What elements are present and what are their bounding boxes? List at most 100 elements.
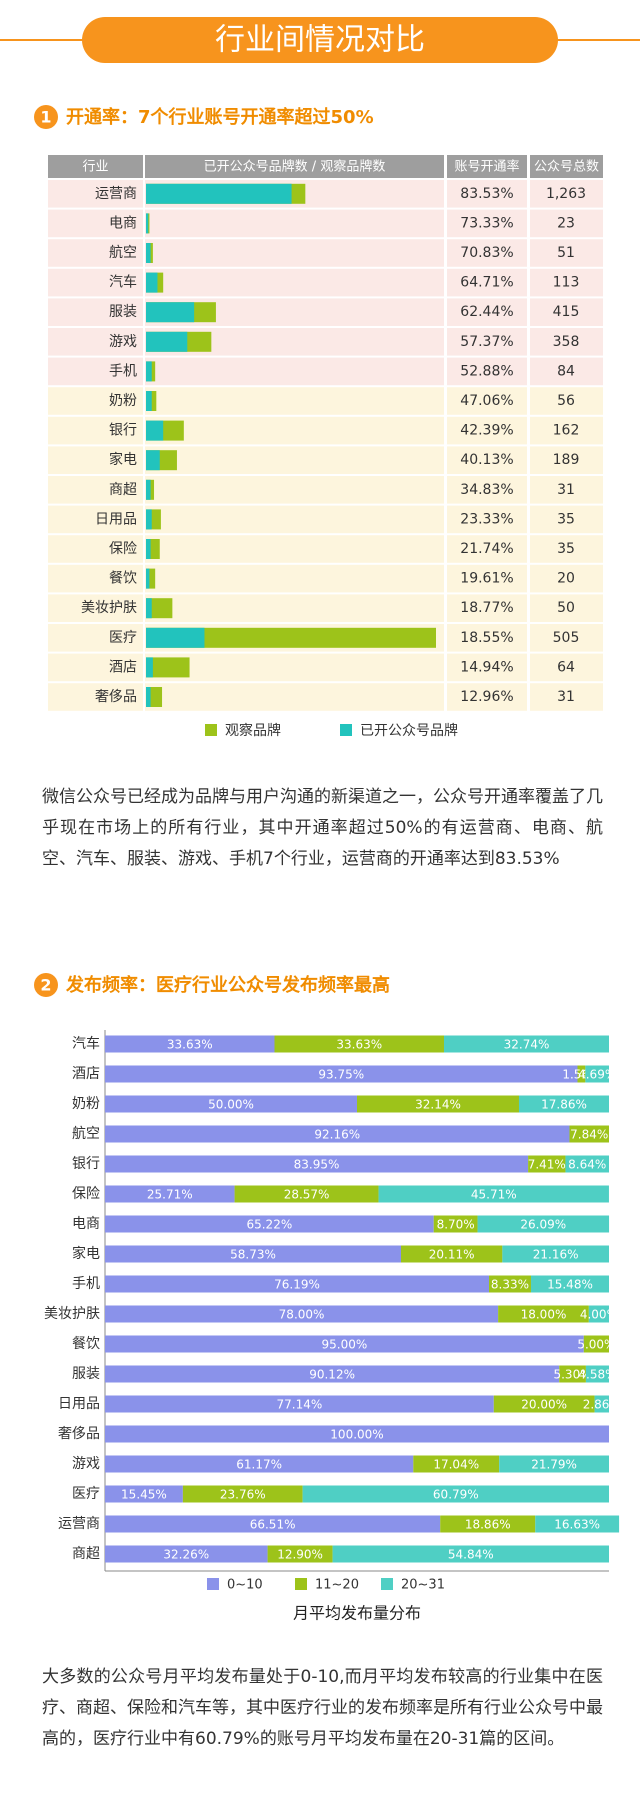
- row-cell: [48, 653, 143, 682]
- industry: 游戏: [109, 334, 137, 350]
- paragraph: 微信公众号已经成为品牌与用户沟通的新渠道之一，公众号开通率覆盖了几乎现在市场上的…: [42, 787, 603, 869]
- accounts: 505: [553, 630, 580, 646]
- bar-segment: [583, 1335, 609, 1353]
- data-label: 23.76%: [220, 1488, 266, 1502]
- opened-bar: [146, 331, 188, 352]
- row-cell: [145, 416, 444, 445]
- opened-bar: [146, 657, 153, 678]
- accounts: 35: [557, 511, 575, 527]
- data-label: 32.14%: [415, 1098, 461, 1112]
- legend-label: 11~20: [315, 1578, 359, 1593]
- rate: 18.77%: [460, 600, 513, 616]
- banner-title: 行业间情况对比: [215, 23, 425, 58]
- row-cell: [48, 476, 143, 504]
- data-label: 18.00%: [521, 1308, 567, 1322]
- y-tick-label: 家电: [72, 1245, 100, 1262]
- data-label: 45.71%: [471, 1188, 517, 1202]
- opened-bar: [146, 509, 152, 530]
- bar-segment: [577, 1065, 586, 1083]
- observed-bar: [146, 657, 190, 678]
- accounts: 113: [553, 275, 580, 291]
- bar-segment: [357, 1095, 519, 1113]
- row-cell: [530, 416, 603, 445]
- industry: 汽车: [109, 274, 137, 291]
- row-cell: [447, 387, 527, 415]
- bar-segment: [378, 1185, 609, 1203]
- header-cell: [530, 155, 603, 178]
- data-label: 76.19%: [274, 1278, 320, 1292]
- opened-bar: [146, 627, 205, 648]
- data-label: 18.86%: [465, 1518, 511, 1532]
- data-label: 15.45%: [121, 1488, 167, 1502]
- industry: 商超: [109, 482, 137, 498]
- data-label: 7.41%: [528, 1158, 566, 1172]
- row-cell: [530, 653, 603, 682]
- section-number: 1: [40, 108, 51, 127]
- y-tick-label: 电商: [72, 1216, 100, 1232]
- section-title: 发布频率：医疗行业公众号发布频率最高: [65, 974, 390, 996]
- industry: 酒店: [109, 659, 137, 675]
- accounts: 358: [553, 334, 580, 350]
- row-cell: [145, 564, 444, 593]
- row-cell: [145, 268, 444, 297]
- y-tick-label: 酒店: [72, 1066, 100, 1082]
- rate: 19.61%: [460, 571, 513, 587]
- data-label: 28.57%: [284, 1188, 330, 1202]
- data-label: 4.69%: [578, 1068, 616, 1082]
- y-tick-label: 航空: [72, 1126, 100, 1142]
- bar-segment: [105, 1245, 401, 1263]
- header-cell: [447, 155, 527, 178]
- row-cell: [145, 476, 444, 504]
- bar-segment: [234, 1185, 379, 1203]
- bar-segment: [400, 1245, 503, 1263]
- bar-segment: [105, 1515, 441, 1533]
- row-cell: [48, 209, 143, 238]
- y-tick-label: 日用品: [58, 1396, 100, 1412]
- accounts: 35: [557, 541, 575, 557]
- rate: 64.71%: [460, 275, 513, 291]
- data-label: 8.64%: [568, 1158, 606, 1172]
- row-cell: [48, 298, 143, 326]
- data-label: 100.00%: [330, 1428, 383, 1442]
- rate: 14.94%: [460, 659, 513, 675]
- bar-segment: [302, 1485, 609, 1503]
- row-cell: [447, 209, 527, 238]
- industry: 运营商: [95, 186, 137, 202]
- header-text: 账号开通率: [454, 159, 519, 175]
- bar-segment: [443, 1035, 609, 1053]
- bar-segment: [440, 1515, 536, 1533]
- industry: 餐饮: [109, 571, 137, 587]
- data-label: 8.33%: [491, 1278, 529, 1292]
- section-title: 开通率：7个行业账号开通率超过50%: [66, 106, 374, 128]
- bar-segment: [588, 1305, 609, 1323]
- bar-segment: [105, 1365, 560, 1383]
- row-cell: [447, 298, 527, 326]
- legend-label: 观察品牌: [225, 722, 281, 739]
- header-text: 公众号总数: [534, 160, 599, 175]
- data-label: 32.26%: [163, 1548, 209, 1562]
- bar-segment: [559, 1365, 586, 1383]
- row-cell: [48, 180, 143, 208]
- data-label: 16.63%: [554, 1518, 600, 1532]
- y-tick-label: 银行: [72, 1156, 100, 1172]
- observed-bar: [146, 568, 156, 589]
- header-cell: [48, 155, 143, 178]
- row-cell: [530, 357, 603, 386]
- bar-segment: [105, 1275, 489, 1293]
- y-tick-label: 汽车: [72, 1035, 100, 1052]
- bar-segment: [182, 1485, 303, 1503]
- data-label: 17.04%: [433, 1458, 479, 1472]
- header-text: 行业: [82, 160, 108, 175]
- legend-swatch: [340, 724, 352, 736]
- data-label: 66.51%: [250, 1518, 296, 1532]
- opened-bar: [146, 568, 150, 589]
- paragraph: 大多数的公众号月平均发布量处于0-10,而月平均发布较高的行业集中在医疗、商超、…: [42, 1667, 603, 1749]
- bar-segment: [535, 1515, 620, 1533]
- bar-segment: [502, 1245, 609, 1263]
- accounts: 23: [557, 215, 575, 231]
- data-label: 4.00%: [580, 1308, 618, 1322]
- opened-bar: [146, 391, 152, 411]
- industry: 医疗: [109, 630, 137, 646]
- data-label: 15.48%: [547, 1278, 593, 1292]
- row-cell: [530, 564, 603, 593]
